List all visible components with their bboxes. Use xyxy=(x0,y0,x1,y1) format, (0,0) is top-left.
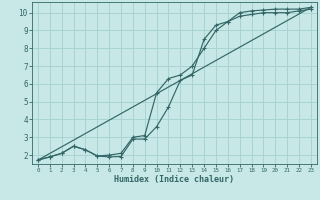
X-axis label: Humidex (Indice chaleur): Humidex (Indice chaleur) xyxy=(115,175,234,184)
